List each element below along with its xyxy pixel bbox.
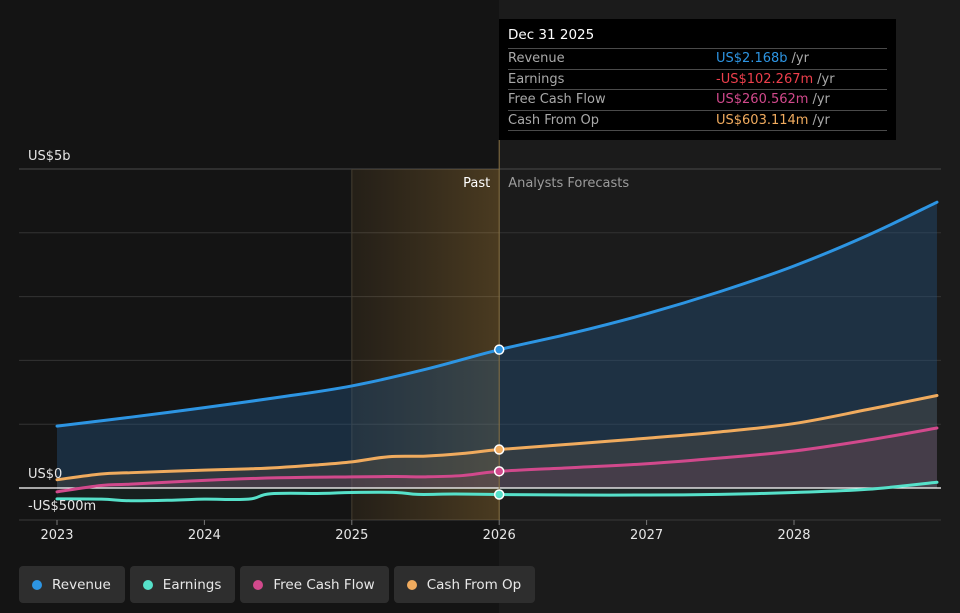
marker-free-cash-flow	[493, 466, 505, 477]
x-tick-label: 2028	[777, 528, 810, 543]
tooltip-unit: /yr	[812, 92, 830, 107]
tooltip-number: US$260.562m	[716, 92, 809, 107]
legend-item-revenue[interactable]: Revenue	[19, 566, 125, 603]
x-tick-label: 2024	[188, 528, 221, 543]
tooltip-date: Dec 31 2025	[508, 27, 595, 43]
tooltip-label: Cash From Op	[508, 112, 600, 128]
tooltip-number: US$2.168b	[716, 51, 788, 66]
area-revenue	[57, 202, 937, 488]
tooltip-unit: /yr	[791, 51, 809, 66]
tooltip-row-earnings: Earnings -US$102.267m/yr	[508, 68, 887, 90]
tooltip-row-free-cash-flow: Free Cash Flow US$260.562m/yr	[508, 89, 887, 110]
area-cash-from-op	[57, 395, 937, 488]
y-tick-label: US$0	[28, 467, 62, 482]
line-free-cash-flow	[55, 426, 939, 494]
tooltip-row-revenue: Revenue US$2.168b/yr	[508, 48, 887, 69]
tooltip-unit: /yr	[812, 112, 830, 128]
x-tick-label: 2023	[40, 528, 73, 543]
tooltip: Dec 31 2025 Revenue US$2.168b/yr Earning…	[499, 19, 896, 140]
past-label: Past	[463, 176, 490, 191]
legend-item-earnings[interactable]: Earnings	[129, 566, 236, 603]
legend-dot-icon	[253, 579, 264, 590]
x-tick-label: 2025	[335, 528, 368, 543]
past-highlight-band	[351, 169, 500, 520]
tooltip-value: -US$102.267m/yr	[716, 70, 835, 90]
legend-item-free-cash-flow[interactable]: Free Cash Flow	[240, 566, 389, 603]
legend: Revenue Earnings Free Cash Flow Cash Fro…	[19, 566, 536, 603]
tooltip-number: -US$102.267m	[716, 71, 814, 87]
tooltip-number: US$603.114m	[716, 112, 809, 128]
marker-cash-from-op	[493, 444, 505, 455]
x-tick-label: 2026	[483, 528, 516, 543]
tooltip-unit: /yr	[817, 71, 835, 87]
legend-dot-icon	[142, 579, 153, 590]
tooltip-row-cash-from-op: Cash From Op US$603.114m/yr	[508, 109, 887, 131]
tooltip-label: Free Cash Flow	[508, 92, 606, 107]
area-free-cash-flow	[57, 428, 937, 492]
marker-revenue	[493, 344, 505, 355]
tooltip-label: Earnings	[508, 71, 565, 87]
forecast-label: Analysts Forecasts	[508, 176, 629, 191]
marker-earnings	[493, 489, 505, 500]
legend-label: Cash From Op	[426, 576, 522, 593]
x-tick-label: 2027	[630, 528, 663, 543]
legend-label: Earnings	[162, 576, 222, 593]
legend-dot-icon	[406, 579, 417, 590]
legend-item-cash-from-op[interactable]: Cash From Op	[393, 566, 536, 603]
y-tick-label: US$5b	[28, 149, 71, 164]
tooltip-value: US$2.168b/yr	[716, 49, 809, 69]
tooltip-value: US$260.562m/yr	[716, 90, 830, 110]
tooltip-value: US$603.114m/yr	[716, 111, 830, 131]
y-tick-label: -US$500m	[28, 499, 96, 514]
legend-dot-icon	[32, 579, 42, 590]
tooltip-label: Revenue	[508, 51, 565, 66]
legend-label: Revenue	[52, 576, 111, 593]
line-cash-from-op	[55, 393, 939, 482]
line-earnings	[55, 480, 939, 503]
legend-label: Free Cash Flow	[273, 576, 375, 593]
